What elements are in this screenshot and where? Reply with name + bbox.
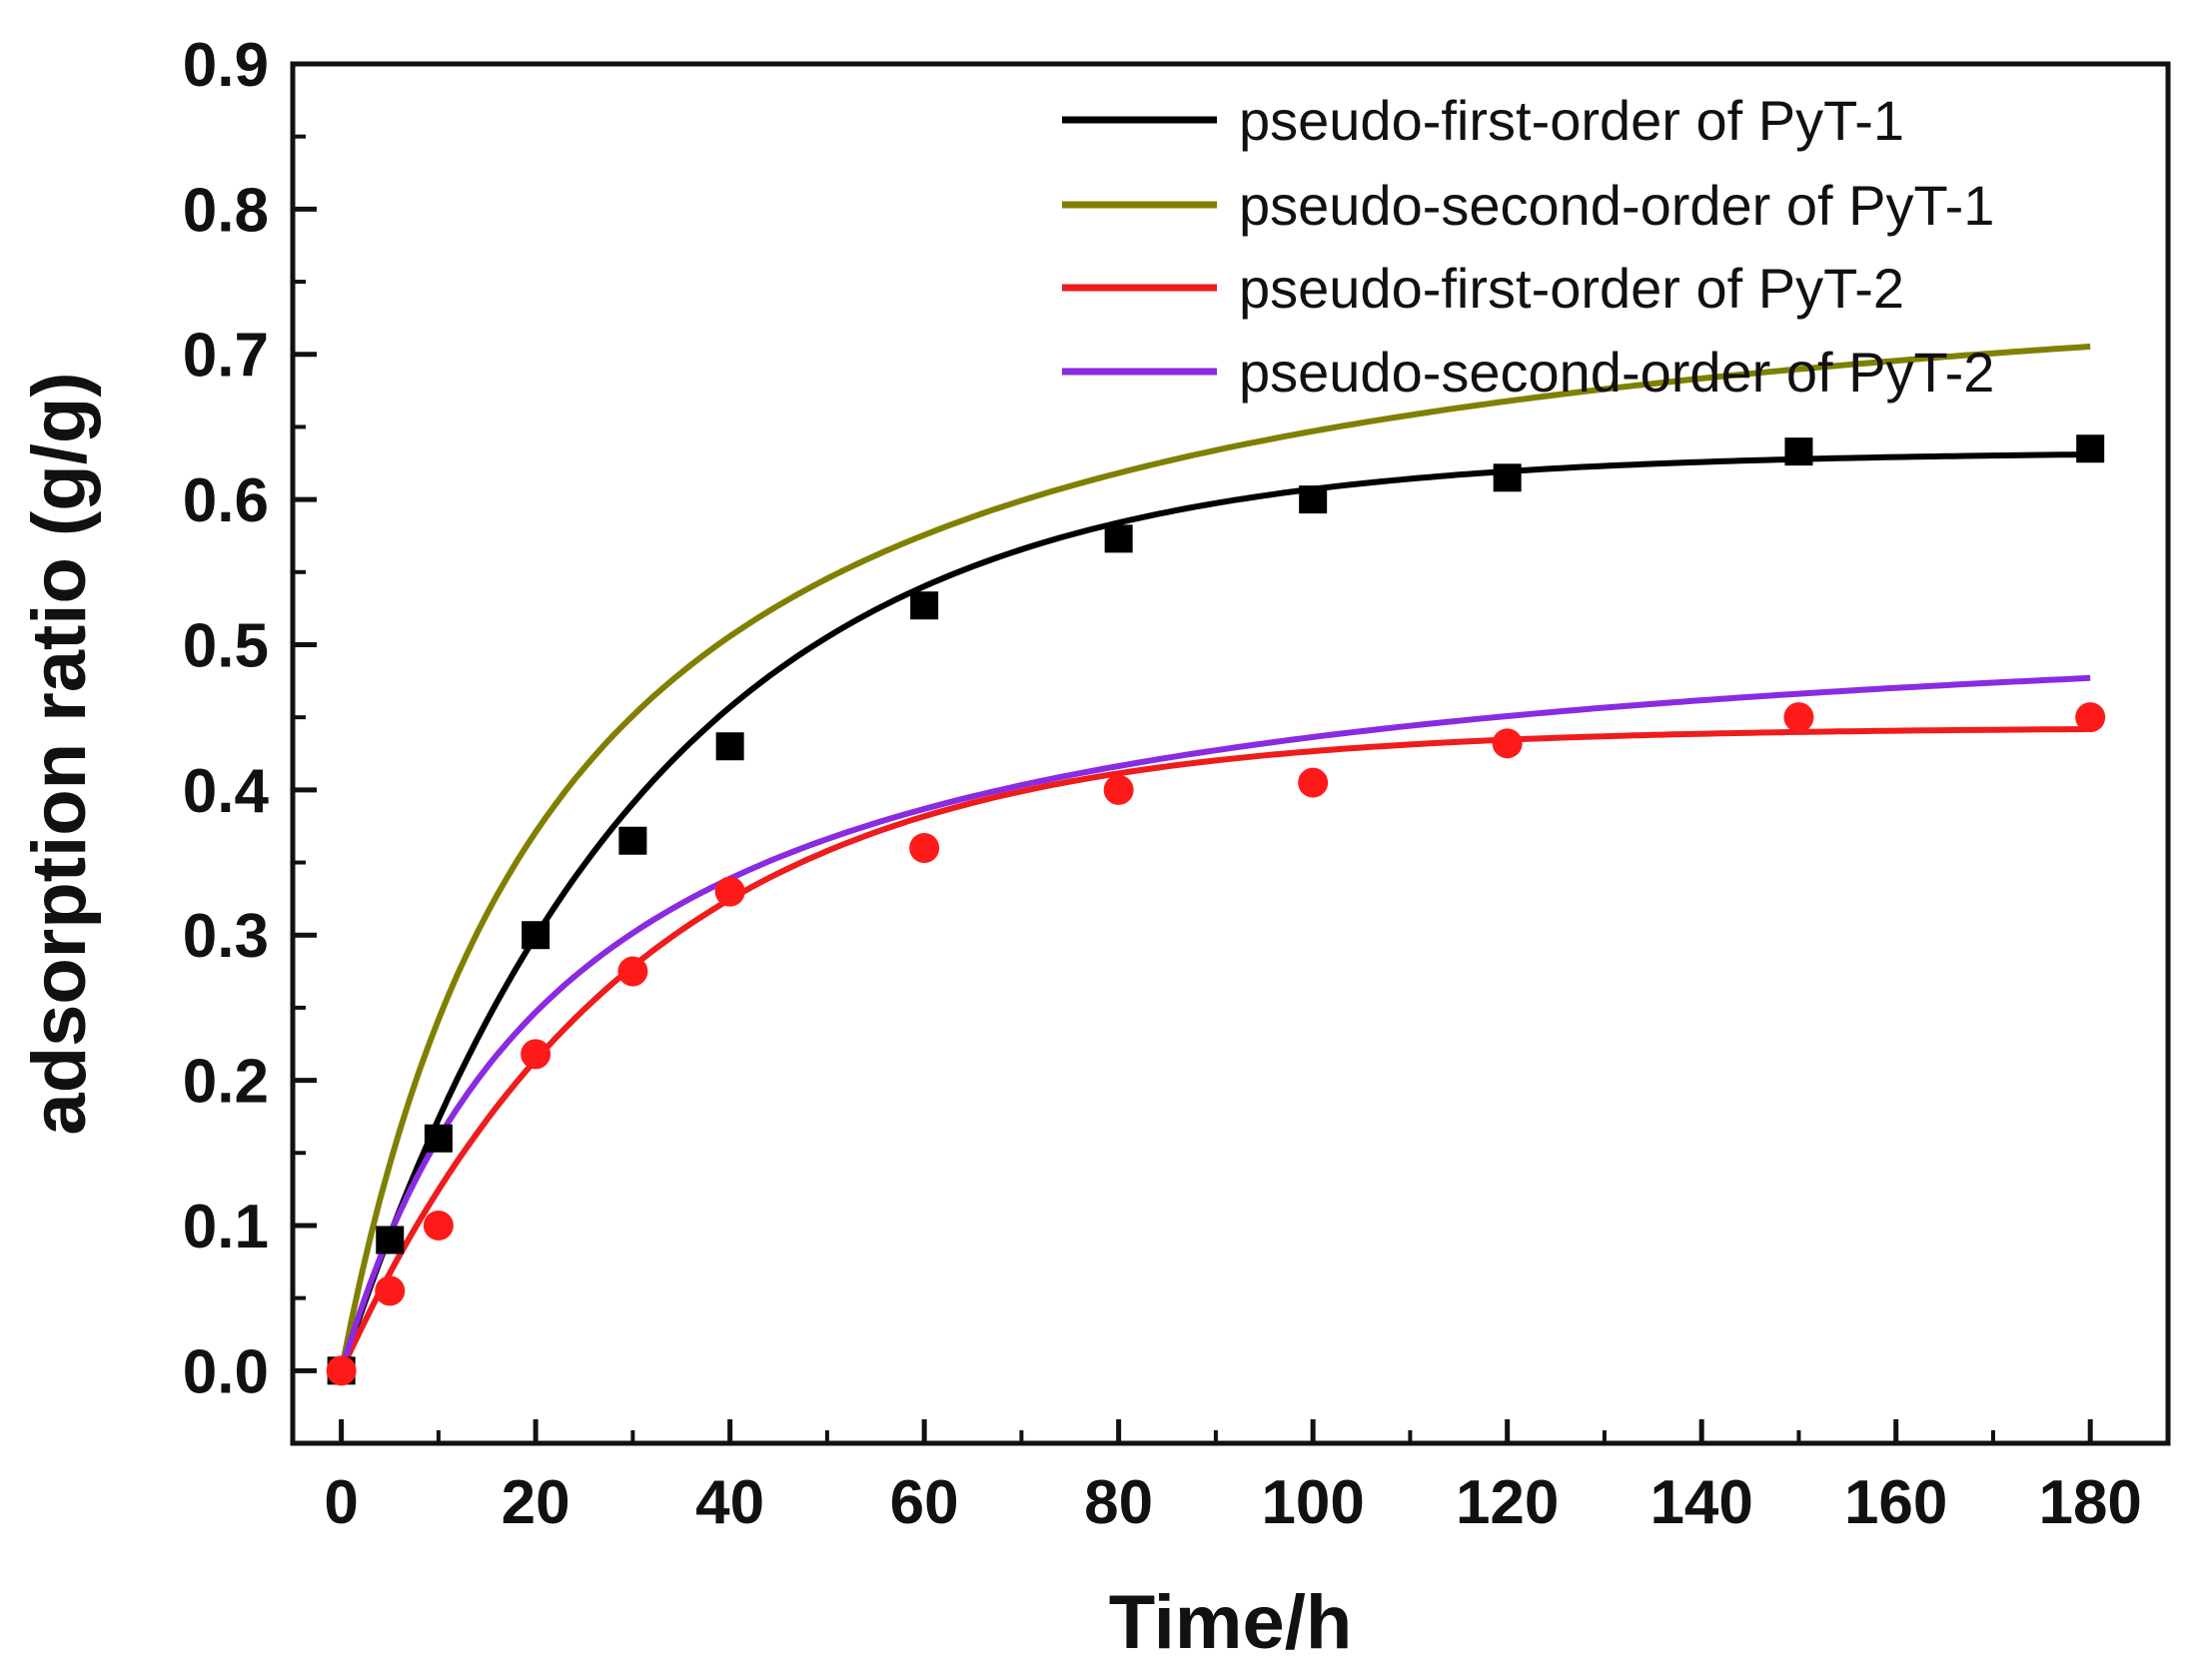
y-tick-label: 0.7 bbox=[183, 322, 269, 391]
legend: pseudo-first-order of PyT-1 pseudo-second… bbox=[1062, 89, 1994, 404]
y-tick-label: 0.8 bbox=[183, 176, 269, 245]
pyt1-data-point bbox=[1104, 524, 1133, 553]
x-tick-label: 0 bbox=[324, 1468, 358, 1537]
x-tick-label: 60 bbox=[890, 1468, 959, 1537]
y-tick-label: 0.6 bbox=[183, 466, 269, 535]
pyt1-data-point bbox=[2076, 434, 2105, 463]
x-tick-label: 120 bbox=[1456, 1468, 1559, 1537]
pyt1-data-point bbox=[1299, 485, 1328, 514]
pyt2-data-point bbox=[617, 956, 648, 987]
legend-label: pseudo-first-order of PyT-1 bbox=[1239, 89, 1904, 152]
legend-label: pseudo-first-order of PyT-2 bbox=[1239, 257, 1904, 320]
y-tick-label: 0.4 bbox=[183, 757, 270, 826]
pyt2-data-point bbox=[1783, 702, 1814, 733]
pyt2-data-point bbox=[375, 1275, 406, 1306]
y-tick-label: 0.9 bbox=[183, 31, 269, 100]
pyt2-data-point bbox=[423, 1210, 454, 1241]
tick-labels: 0 20 40 60 80 100 120 140 160 180 0.0 0.1 0.2 0.3 0.4 0… bbox=[183, 31, 2142, 1537]
y-axis-title: adsorption ratio (g/g) bbox=[17, 372, 102, 1135]
x-tick-label: 20 bbox=[502, 1468, 570, 1537]
pyt2-data-point bbox=[1492, 728, 1523, 759]
pyt2-data-point bbox=[2075, 702, 2106, 733]
pyt2-data-point bbox=[909, 832, 940, 863]
pyt1-data-point bbox=[1784, 437, 1813, 466]
y-tick-label: 0.2 bbox=[183, 1048, 269, 1117]
x-tick-label: 180 bbox=[2038, 1468, 2141, 1537]
pyt1-data-point bbox=[424, 1124, 453, 1153]
data-markers bbox=[326, 434, 2106, 1386]
x-tick-label: 100 bbox=[1261, 1468, 1364, 1537]
x-tick-label: 160 bbox=[1844, 1468, 1947, 1537]
pyt2-data-point bbox=[326, 1355, 357, 1386]
pyt2-data-point bbox=[1103, 774, 1134, 805]
plot-frame bbox=[290, 61, 2171, 1446]
pyt1-data-point bbox=[376, 1226, 405, 1255]
x-axis-title: Time/h bbox=[1109, 1580, 1353, 1665]
pyt1-data-point bbox=[910, 591, 939, 620]
y-tick-label: 0.1 bbox=[183, 1193, 269, 1261]
pyt1-data-point bbox=[715, 732, 744, 761]
legend-label: pseudo-second-order of PyT-1 bbox=[1239, 174, 1994, 237]
fit-curve-pseudo-second-order-of-pyt-2 bbox=[338, 674, 2091, 1372]
y-tick-label: 0.0 bbox=[183, 1337, 269, 1406]
pyt2-data-point bbox=[1298, 767, 1329, 798]
pyt1-data-point bbox=[1493, 463, 1522, 492]
pyt1-data-point bbox=[618, 826, 647, 855]
legend-label: pseudo-second-order of PyT-2 bbox=[1239, 341, 1994, 404]
y-tick-label: 0.5 bbox=[183, 611, 269, 680]
pyt2-data-point bbox=[521, 1039, 551, 1070]
x-tick-label: 40 bbox=[695, 1468, 764, 1537]
x-tick-label: 80 bbox=[1084, 1468, 1153, 1537]
fit-curve-pseudo-second-order-of-pyt-1 bbox=[338, 343, 2091, 1371]
x-tick-label: 140 bbox=[1649, 1468, 1752, 1537]
pyt1-data-point bbox=[522, 921, 550, 950]
y-tick-label: 0.3 bbox=[183, 902, 269, 971]
pyt2-data-point bbox=[714, 876, 745, 907]
